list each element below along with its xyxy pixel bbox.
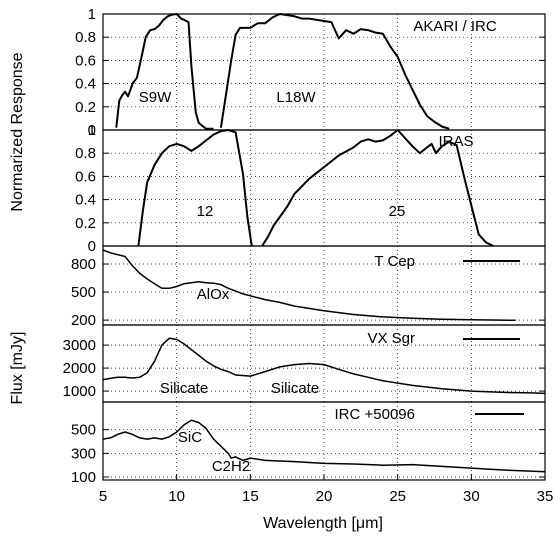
series-t-cep: [102, 249, 516, 322]
x-axis-title: Wavelength [μm]: [263, 515, 383, 532]
panel-title: VX Sgr: [367, 330, 415, 347]
band-label: L18W: [276, 89, 316, 106]
x-tick-label: 30: [463, 488, 480, 505]
panel-iras: 0 0.2 0.4 0.6 0.8 1 IRAS 12 25: [75, 122, 546, 255]
y-label-flux: Flux [mJy]: [9, 332, 26, 405]
y-tick-label: 300: [71, 445, 96, 462]
y-tick-label: 0: [88, 122, 96, 139]
series-12: [137, 129, 253, 247]
y-tick-label: 0.8: [75, 145, 96, 162]
band-label: 25: [389, 203, 406, 220]
y-tick-label: 0: [88, 238, 96, 255]
series-irc-50096: [102, 419, 546, 473]
band-label: S9W: [139, 89, 172, 106]
y-axis-title-bottom: Flux [mJy]: [9, 332, 26, 405]
panel-title: IRC +50096: [335, 406, 415, 423]
x-tick-label: 25: [389, 488, 406, 505]
y-tick-label: 3000: [63, 337, 96, 354]
x-tick-label: 15: [242, 488, 259, 505]
annotation-label: Silicate: [160, 380, 208, 397]
y-tick-label: 0.2: [75, 99, 96, 116]
y-tick-label: 100: [71, 469, 96, 486]
annotation-label: Silicate: [271, 380, 319, 397]
band-label: 12: [197, 203, 214, 220]
annotation-label: C2H2: [212, 458, 250, 475]
y-tick-label: 0.2: [75, 215, 96, 232]
y-tick-label: 500: [71, 422, 96, 439]
annotation-label: SiC: [178, 429, 202, 446]
x-tick-label: 35: [537, 488, 554, 505]
y-tick-label: 1000: [63, 383, 96, 400]
y-tick-label: 800: [71, 256, 96, 273]
y-label-response: Normarized Response: [9, 52, 26, 211]
y-axis-title-top: Normarized Response: [9, 52, 26, 211]
panel-irc: 100 300 500 IRC +50096 SiC C2H2: [71, 401, 546, 486]
series-l18w: [219, 13, 450, 130]
series-25: [261, 129, 494, 247]
series-s9w: [115, 13, 214, 130]
y-tick-label: 0.6: [75, 168, 96, 185]
series-vx-sgr: [102, 337, 546, 395]
y-tick-label: 0.8: [75, 29, 96, 46]
y-tick-label: 0.6: [75, 52, 96, 69]
y-tick-label: 1: [88, 122, 96, 139]
panel-akari: 0 0.2 0.4 0.6 0.8 1 AKARI / IRC S9W L18W: [75, 6, 546, 139]
x-tick-label: 5: [99, 488, 107, 505]
y-tick-label: 500: [71, 284, 96, 301]
annotation-label: AlOx: [197, 286, 230, 303]
x-tick-label: 20: [316, 488, 333, 505]
panel-title: IRAS: [438, 133, 473, 150]
y-tick-label: 1: [88, 6, 96, 23]
panel-title: AKARI / IRC: [413, 18, 497, 35]
panel-tcep: 200 500 800 T Cep AlOx: [71, 245, 546, 329]
y-tick-label: 2000: [63, 360, 96, 377]
x-axis: 5 10 15 20 25 30 35: [99, 474, 554, 505]
x-tick-label: 10: [168, 488, 185, 505]
panel-frame: [102, 245, 546, 326]
y-tick-label: 0.4: [75, 76, 96, 93]
y-tick-label: 0.4: [75, 192, 96, 209]
panel-vxsgr: 1000 2000 3000 VX Sgr Silicate Silicate: [63, 324, 546, 403]
panel-title: T Cep: [374, 253, 415, 270]
y-tick-label: 200: [71, 312, 96, 329]
